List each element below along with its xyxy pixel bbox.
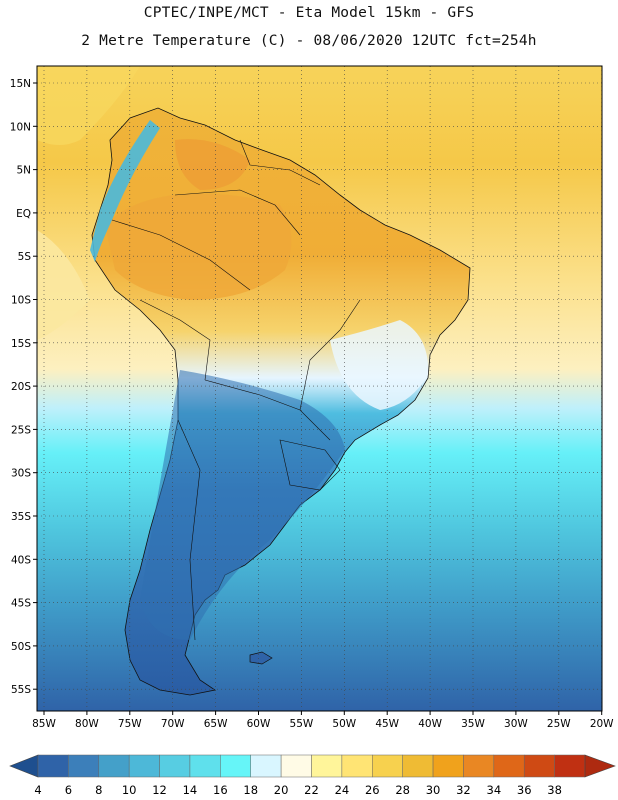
colorbar-swatch <box>554 754 586 778</box>
colorbar-swatch <box>432 754 464 778</box>
lat-label: 55S <box>11 684 31 696</box>
lat-label: 20S <box>11 381 31 393</box>
lat-label: 15S <box>11 338 31 350</box>
lat-label: 35S <box>11 511 31 523</box>
colorbar-swatch <box>372 754 403 778</box>
lon-label: 20W <box>590 718 614 730</box>
lon-label: 60W <box>247 718 271 730</box>
lat-labels: 15N 10N 5N EQ 5S 10S 15S 20S 25S 30S 35S 40S 45S 50S 5… <box>10 78 32 696</box>
colorbar-swatch <box>189 754 221 778</box>
colorbar-label: 32 <box>456 783 471 797</box>
colorbar-label: 20 <box>274 783 289 797</box>
colorbar-label: 34 <box>487 783 502 797</box>
lon-label: 55W <box>290 718 314 730</box>
pacific-warm-patch <box>37 230 90 340</box>
country-borders <box>111 139 361 641</box>
southern-cone-cold <box>140 370 345 640</box>
lon-label: 75W <box>118 718 142 730</box>
colorbar-swatch <box>159 754 191 778</box>
lat-label: 10N <box>10 121 31 133</box>
title-line-2: 2 Metre Temperature (C) - 08/06/2020 12U… <box>81 33 537 49</box>
colorbar-swatch <box>493 754 525 778</box>
axis-ticks <box>33 82 603 715</box>
colorbar-label: 12 <box>152 783 167 797</box>
colorbar-swatch <box>341 754 373 778</box>
colorbar-swatch <box>402 754 434 778</box>
title-line-1: CPTEC/INPE/MCT - Eta Model 15km - GFS <box>143 5 475 21</box>
colorbar-swatch <box>98 754 130 778</box>
colorbar-label: 28 <box>395 783 410 797</box>
colorbar-label: 8 <box>95 783 102 797</box>
lon-label: 35W <box>461 718 485 730</box>
lat-label: 45S <box>11 598 31 610</box>
caribbean-patch <box>37 66 140 145</box>
lon-labels: 85W 80W 75W 70W 65W 60W 55W 50W 45W 40W 35W 30W 25W 2… <box>32 718 614 730</box>
falklands-islands <box>249 651 273 665</box>
colorbar-label: 26 <box>365 783 380 797</box>
lon-label: 40W <box>418 718 442 730</box>
lat-label: 10S <box>11 295 31 307</box>
lon-label: 80W <box>75 718 99 730</box>
colorbar-swatch <box>37 754 69 778</box>
lon-label: 30W <box>504 718 528 730</box>
colorbar-label: 38 <box>547 783 562 797</box>
colorbar-label: 4 <box>34 783 41 797</box>
venezuela-hot-region <box>175 139 250 190</box>
lat-label: 40S <box>11 554 31 566</box>
lat-label: 5S <box>18 251 32 263</box>
colorbar-swatch <box>128 754 160 778</box>
colorbar-high-arrow <box>584 754 616 778</box>
colorbar: 4 6 8 10 12 14 16 18 20 22 24 26 28 30 32 34 36 38 <box>9 754 616 797</box>
amazon-hot-region <box>105 193 292 300</box>
colorbar-swatch <box>68 754 100 778</box>
lon-label: 45W <box>375 718 399 730</box>
colorbar-swatch <box>220 754 251 778</box>
brazil-plateau-cool <box>330 320 429 410</box>
lat-label: 15N <box>10 78 31 90</box>
andes-north-cool <box>90 120 160 262</box>
colorbar-label: 36 <box>517 783 532 797</box>
lat-label: EQ <box>16 208 31 220</box>
map-frame <box>36 65 603 712</box>
colorbar-label: 30 <box>426 783 441 797</box>
colorbar-swatch <box>311 754 343 778</box>
colorbar-swatch <box>280 754 312 778</box>
lat-label: 50S <box>11 641 31 653</box>
lon-label: 85W <box>32 718 56 730</box>
lon-label: 25W <box>547 718 571 730</box>
colorbar-label: 16 <box>213 783 228 797</box>
colorbar-swatch <box>463 754 495 778</box>
colorbar-label: 18 <box>243 783 258 797</box>
colorbar-swatch <box>250 754 282 778</box>
colorbar-label: 10 <box>122 783 137 797</box>
lat-label: 25S <box>11 424 31 436</box>
colorbar-low-arrow <box>9 754 39 778</box>
colorbar-label: 14 <box>183 783 198 797</box>
colorbar-swatch <box>523 754 555 778</box>
lon-label: 65W <box>204 718 228 730</box>
lon-label: 50W <box>332 718 356 730</box>
colorbar-label: 22 <box>304 783 319 797</box>
colorbar-label: 24 <box>335 783 350 797</box>
lat-label: 30S <box>11 468 31 480</box>
lat-label: 5N <box>16 165 31 177</box>
colorbar-label: 6 <box>65 783 72 797</box>
map-field <box>37 66 602 711</box>
lon-label: 70W <box>161 718 185 730</box>
